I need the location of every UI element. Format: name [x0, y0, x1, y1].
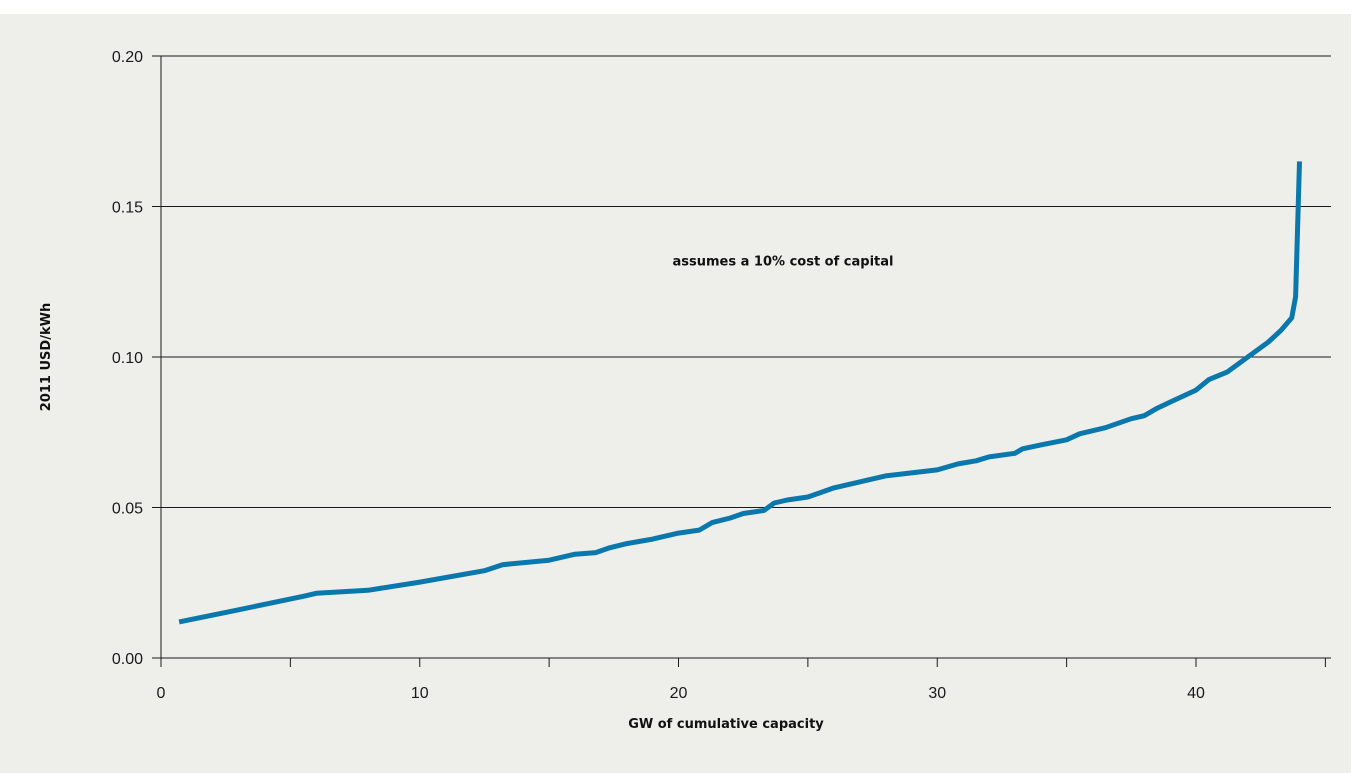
y-tick-label-1: 0.05: [112, 501, 143, 518]
y-tick-label-2: 0.10: [112, 350, 143, 367]
series-line-0: [178, 161, 1302, 625]
tick-labels: 0.00 0.05 0.10 0.15 0.20 0 10 20 30 40: [112, 49, 1205, 702]
y-axis-title: 2011 USD/kWh: [39, 303, 54, 411]
chart-svg: 0.00 0.05 0.10 0.15 0.20 0 10 20 30 40 2011 USD/k…: [39, 49, 1331, 732]
y-tick-label-4: 0.20: [112, 49, 143, 66]
series-layer: [178, 161, 1302, 625]
x-axis-title: GW of cumulative capacity: [628, 717, 824, 732]
gridlines: [161, 55, 1331, 508]
x-tick-label-0: 0: [157, 685, 166, 702]
x-tick-label-4: 40: [1187, 685, 1205, 702]
axes: [152, 55, 1331, 667]
x-tick-label-2: 20: [670, 685, 688, 702]
chart-panel: 0.00 0.05 0.10 0.15 0.20 0 10 20 30 40 2011 USD/k…: [0, 14, 1351, 773]
x-tick-label-1: 10: [411, 685, 429, 702]
x-tick-label-3: 30: [928, 685, 946, 702]
y-tick-label-0: 0.00: [112, 651, 143, 668]
annotation-cost-of-capital: assumes a 10% cost of capital: [673, 255, 894, 270]
y-tick-label-3: 0.15: [112, 200, 143, 217]
